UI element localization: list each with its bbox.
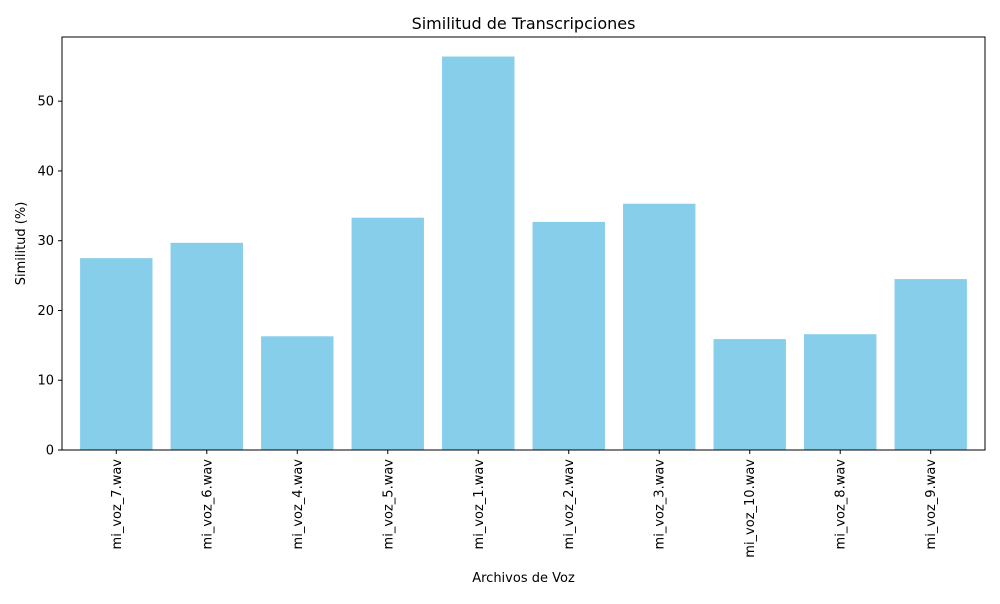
chart-title: Similitud de Transcripciones — [412, 14, 636, 33]
y-tick-label: 50 — [37, 95, 54, 110]
x-tick-label: mi_voz_4.wav — [291, 459, 306, 550]
y-tick-label: 20 — [37, 304, 54, 319]
x-axis: mi_voz_7.wav mi_voz_6.wav mi_voz_4.wav mi_v… — [110, 450, 939, 558]
x-axis-label: Archivos de Voz — [472, 571, 575, 586]
x-tick-label: mi_voz_8.wav — [834, 459, 849, 550]
bar-mi_voz_10.wav — [713, 339, 786, 450]
bar-mi_voz_7.wav — [80, 258, 153, 450]
bar-mi_voz_1.wav — [442, 56, 515, 450]
bar-mi_voz_3.wav — [623, 203, 696, 450]
x-tick-label: mi_voz_9.wav — [924, 459, 939, 550]
x-tick-label: mi_voz_7.wav — [110, 459, 125, 550]
y-axis: 0 10 20 30 40 50 — [37, 95, 62, 459]
bars-group — [80, 56, 967, 450]
bar-mi_voz_6.wav — [170, 242, 243, 450]
bar-mi_voz_8.wav — [804, 334, 877, 450]
x-tick-label: mi_voz_6.wav — [200, 459, 215, 550]
bar-mi_voz_5.wav — [351, 217, 424, 450]
bar-mi_voz_2.wav — [532, 221, 605, 450]
x-tick-label: mi_voz_1.wav — [472, 459, 487, 550]
plot-frame — [61, 36, 986, 451]
y-tick-label: 0 — [46, 444, 54, 459]
y-tick-label: 40 — [37, 164, 54, 179]
x-tick-label: mi_voz_10.wav — [743, 459, 758, 558]
y-axis-label: Similitud (%) — [14, 202, 29, 286]
y-tick-label: 10 — [37, 374, 54, 389]
x-tick-label: mi_voz_2.wav — [562, 459, 577, 550]
x-tick-label: mi_voz_3.wav — [653, 459, 668, 550]
x-tick-label: mi_voz_5.wav — [381, 459, 396, 550]
bar-mi_voz_4.wav — [261, 336, 334, 450]
bar-mi_voz_9.wav — [894, 279, 967, 450]
y-tick-label: 30 — [37, 234, 54, 249]
